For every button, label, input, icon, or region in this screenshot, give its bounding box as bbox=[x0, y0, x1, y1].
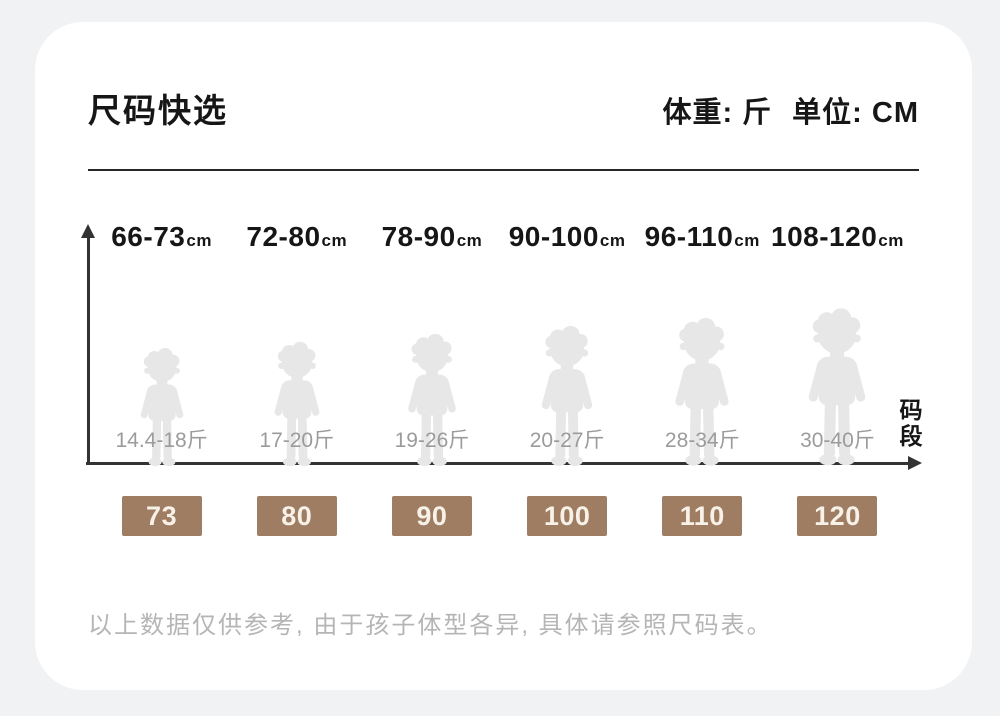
size-cell: 120 bbox=[770, 496, 905, 536]
height-range-label: 72-80cm bbox=[229, 221, 364, 253]
x-axis-line bbox=[86, 462, 908, 465]
page-title: 尺码快选 bbox=[88, 92, 228, 129]
height-range-value: 96-110 bbox=[644, 221, 734, 252]
size-buttons-row: 73 80 90 100 110 120 bbox=[94, 496, 905, 536]
height-range-label: 90-100cm bbox=[500, 221, 635, 253]
size-cell: 100 bbox=[500, 496, 635, 536]
weight-range-label: 19-26斤 bbox=[394, 429, 470, 452]
weight-range-label: 28-34斤 bbox=[664, 429, 740, 452]
height-range-label: 78-90cm bbox=[364, 221, 499, 253]
y-axis-line bbox=[87, 237, 90, 465]
size-column-110: 96-110cm 28-34斤 bbox=[635, 213, 770, 465]
height-unit: cm bbox=[599, 231, 626, 250]
weight-range-label: 17-20斤 bbox=[259, 429, 335, 452]
weight-unit-label: 体重: 斤 bbox=[662, 97, 773, 129]
x-axis-label: 码段 bbox=[896, 398, 922, 450]
height-range-label: 108-120cm bbox=[770, 221, 905, 253]
weight-range-label: 20-27斤 bbox=[529, 429, 605, 452]
unit-labels: 体重: 斤 单位: CM bbox=[662, 97, 919, 130]
size-column-90: 78-90cm 19-26斤 bbox=[364, 213, 499, 465]
size-chart: 码段 66-73cm 14.4-18斤 72-80cm 17-20斤 78-90… bbox=[81, 213, 922, 470]
size-button-73[interactable]: 73 bbox=[121, 496, 202, 536]
size-column-80: 72-80cm 17-20斤 bbox=[229, 213, 364, 465]
x-axis-arrow-icon bbox=[908, 456, 922, 470]
size-button-100[interactable]: 100 bbox=[527, 496, 608, 536]
height-unit: cm bbox=[456, 231, 483, 250]
height-unit: cm bbox=[734, 231, 760, 250]
height-range-value: 90-100 bbox=[508, 221, 599, 252]
size-column-73: 66-73cm 14.4-18斤 bbox=[94, 213, 229, 465]
header-divider bbox=[88, 169, 919, 171]
size-columns: 66-73cm 14.4-18斤 72-80cm 17-20斤 78-90cm … bbox=[94, 213, 905, 465]
size-cell: 110 bbox=[635, 496, 770, 536]
height-range-value: 108-120 bbox=[771, 221, 878, 252]
size-cell: 73 bbox=[94, 496, 229, 536]
header: 尺码快选 体重: 斤 单位: CM bbox=[88, 22, 919, 130]
size-button-110[interactable]: 110 bbox=[662, 496, 743, 536]
height-unit: cm bbox=[186, 231, 212, 250]
weight-range-label: 30-40斤 bbox=[800, 429, 875, 452]
size-chart-card: 尺码快选 体重: 斤 单位: CM 码段 66-73cm 14.4-18斤 72… bbox=[35, 22, 972, 690]
height-range-value: 78-90 bbox=[381, 221, 456, 252]
size-column-120: 108-120cm 30-40斤 bbox=[770, 213, 905, 465]
size-button-80[interactable]: 80 bbox=[256, 496, 337, 536]
height-range-value: 66-73 bbox=[111, 221, 186, 252]
size-button-120[interactable]: 120 bbox=[797, 496, 878, 536]
weight-range-label: 14.4-18斤 bbox=[115, 429, 208, 452]
y-axis-arrow-icon bbox=[81, 224, 95, 238]
size-cell: 80 bbox=[229, 496, 364, 536]
height-unit: cm bbox=[321, 231, 348, 250]
size-cell: 90 bbox=[364, 496, 499, 536]
height-range-label: 66-73cm bbox=[94, 221, 229, 253]
disclaimer-note: 以上数据仅供参考, 由于孩子体型各异, 具体请参照尺码表。 bbox=[88, 612, 773, 639]
size-column-100: 90-100cm 20-27斤 bbox=[500, 213, 635, 465]
height-range-value: 72-80 bbox=[246, 221, 321, 252]
size-button-90[interactable]: 90 bbox=[391, 496, 472, 536]
length-unit-label: 单位: CM bbox=[792, 97, 919, 129]
height-unit: cm bbox=[878, 231, 904, 250]
height-range-label: 96-110cm bbox=[635, 221, 770, 253]
